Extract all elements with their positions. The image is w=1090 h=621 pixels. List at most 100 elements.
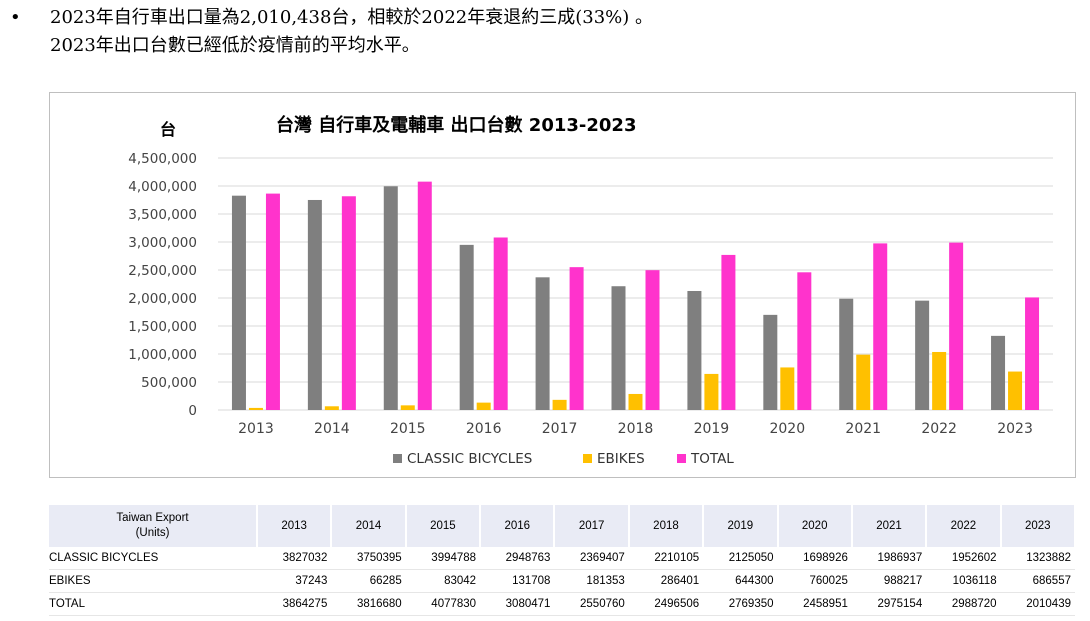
bar-ebikes-2013 bbox=[248, 407, 263, 410]
y-axis-unit-label: 台 bbox=[160, 120, 176, 139]
x-tick-label: 2019 bbox=[694, 421, 730, 437]
bar-total-2021 bbox=[873, 243, 888, 410]
table-cell: 988217 bbox=[851, 569, 927, 593]
bar-total-2017 bbox=[569, 267, 584, 410]
bar-ebikes-2022 bbox=[932, 351, 947, 410]
bullet-marker: • bbox=[10, 7, 21, 28]
table-cell: 131708 bbox=[480, 569, 555, 593]
x-tick-label: 2018 bbox=[618, 421, 654, 437]
bar-classic-bicycles-2018 bbox=[611, 286, 626, 410]
bar-total-2023 bbox=[1025, 297, 1040, 410]
table-row-label: EBIKES bbox=[49, 569, 257, 593]
bar-ebikes-2023 bbox=[1008, 371, 1023, 410]
table-column-header: 2016 bbox=[480, 505, 556, 547]
table-cell: 686557 bbox=[1000, 569, 1075, 593]
x-tick-label: 2023 bbox=[997, 421, 1033, 437]
y-tick-label: 3,500,000 bbox=[128, 207, 197, 223]
bullet-list: • 2023年自行車出口量為2,010,438台，相較於2022年衰退約三成(3… bbox=[10, 4, 1080, 60]
y-tick-label: 4,000,000 bbox=[128, 179, 197, 195]
bar-classic-bicycles-2023 bbox=[991, 335, 1006, 410]
x-tick-label: 2014 bbox=[314, 421, 350, 437]
table-row: TOTAL 3864275 3816680 4077830 3080471 2550760… bbox=[49, 592, 1075, 616]
y-tick-label: 0 bbox=[188, 403, 197, 419]
table-column-header: 2014 bbox=[331, 505, 407, 547]
legend-swatch-ebikes bbox=[583, 454, 592, 463]
table-row: CLASSIC BICYCLES 3827032 3750395 3994788 294… bbox=[49, 547, 1075, 570]
table-cell: 2975154 bbox=[851, 592, 927, 616]
table-cell: 3827032 bbox=[257, 547, 332, 570]
y-tick-label: 4,500,000 bbox=[128, 151, 197, 167]
x-tick-label: 2013 bbox=[238, 421, 274, 437]
bullet-item: • 2023年自行車出口量為2,010,438台，相較於2022年衰退約三成(3… bbox=[10, 4, 1080, 32]
bar-total-2022 bbox=[949, 242, 964, 410]
y-tick-label: 1,000,000 bbox=[128, 347, 197, 363]
bullet-text: 2023年自行車出口量為2,010,438台，相較於2022年衰退約三成(33%… bbox=[50, 7, 653, 28]
bar-total-2014 bbox=[341, 196, 356, 410]
table-row: EBIKES 37243 66285 83042 131708 181353 286401 6… bbox=[49, 569, 1075, 593]
x-tick-label: 2017 bbox=[542, 421, 578, 437]
data-table: Taiwan Export (Units) 2013 2014 2015 2016 20… bbox=[49, 505, 1077, 616]
bar-ebikes-2015 bbox=[400, 405, 415, 410]
bar-classic-bicycles-2017 bbox=[535, 277, 550, 410]
x-tick-label: 2020 bbox=[769, 421, 805, 437]
table-cell: 1323882 bbox=[1000, 547, 1075, 570]
legend-label: EBIKES bbox=[597, 451, 645, 467]
table-cell: 3816680 bbox=[331, 592, 406, 616]
table-column-header: 2017 bbox=[554, 505, 630, 547]
table-cell: 2210105 bbox=[628, 547, 704, 570]
bar-classic-bicycles-2016 bbox=[459, 244, 474, 410]
table-column-header: 2015 bbox=[405, 505, 482, 547]
legend-swatch-classic-bicycles bbox=[393, 454, 402, 463]
bar-ebikes-2018 bbox=[628, 393, 643, 410]
bullet-text: 2023年出口台數已經低於疫情前的平均水平。 bbox=[50, 35, 420, 56]
table-cell: 1986937 bbox=[851, 547, 927, 570]
x-tick-label: 2016 bbox=[466, 421, 502, 437]
bullet-item: 2023年出口台數已經低於疫情前的平均水平。 bbox=[10, 32, 1080, 60]
table-column-header: 2020 bbox=[777, 505, 853, 547]
table-row-label: CLASSIC BICYCLES bbox=[49, 547, 257, 570]
table-cell: 1952602 bbox=[926, 547, 1001, 570]
bar-total-2019 bbox=[721, 254, 736, 410]
table-cell: 760025 bbox=[777, 569, 852, 593]
bar-classic-bicycles-2020 bbox=[763, 314, 778, 410]
table-cell: 2988720 bbox=[926, 592, 1001, 616]
y-tick-label: 3,000,000 bbox=[128, 235, 197, 251]
table-cell: 3080471 bbox=[480, 592, 555, 616]
table-cell: 1036118 bbox=[926, 569, 1001, 593]
table-column-header: 2013 bbox=[257, 505, 333, 547]
table-cell: 644300 bbox=[703, 569, 778, 593]
bar-ebikes-2016 bbox=[476, 402, 491, 410]
table-cell: 1698926 bbox=[777, 547, 852, 570]
bar-total-2015 bbox=[417, 181, 432, 410]
y-tick-label: 1,500,000 bbox=[128, 319, 197, 335]
bar-classic-bicycles-2022 bbox=[915, 300, 930, 410]
table-cell: 181353 bbox=[554, 569, 629, 593]
table-cell: 2948763 bbox=[480, 547, 555, 570]
bar-total-2013 bbox=[265, 193, 280, 410]
bar-ebikes-2019 bbox=[704, 373, 719, 410]
y-tick-label: 2,000,000 bbox=[128, 291, 197, 307]
table-cell: 2010439 bbox=[1000, 592, 1075, 616]
bar-classic-bicycles-2015 bbox=[383, 186, 398, 410]
legend-label: CLASSIC BICYCLES bbox=[407, 451, 532, 467]
table-cell: 37243 bbox=[257, 569, 332, 593]
table-cell: 2550760 bbox=[554, 592, 629, 616]
bar-ebikes-2017 bbox=[552, 399, 567, 410]
table-column-header: 2018 bbox=[628, 505, 705, 547]
bar-ebikes-2020 bbox=[780, 367, 795, 410]
table-cell: 83042 bbox=[405, 569, 481, 593]
table-cell: 3750395 bbox=[331, 547, 406, 570]
table-cell: 3864275 bbox=[257, 592, 332, 616]
legend-swatch-total bbox=[677, 454, 686, 463]
chart-title: 台灣 自行車及電輔車 出口台數 2013-2023 bbox=[276, 114, 636, 136]
bar-chart: 台 台灣 自行車及電輔車 出口台數 2013-2023 0 500,000 1,00… bbox=[128, 114, 1053, 467]
table-header-row: Taiwan Export (Units) 2013 2014 2015 2016 20… bbox=[49, 505, 1077, 547]
bar-ebikes-2021 bbox=[856, 354, 871, 410]
table-cell: 2369407 bbox=[554, 547, 629, 570]
y-tick-label: 2,500,000 bbox=[128, 263, 197, 279]
corner-line-1: Taiwan Export bbox=[116, 512, 189, 524]
chart-container: 台 台灣 自行車及電輔車 出口台數 2013-2023 0 500,000 1,00… bbox=[49, 92, 1076, 478]
bar-ebikes-2014 bbox=[324, 406, 339, 410]
table-cell: 2458951 bbox=[777, 592, 852, 616]
bar-classic-bicycles-2021 bbox=[839, 298, 854, 410]
